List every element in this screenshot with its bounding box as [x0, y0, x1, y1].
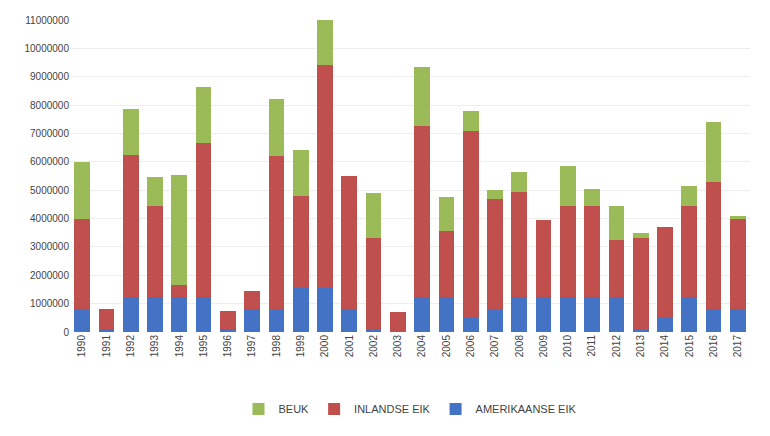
- svg-text:2000: 2000: [319, 335, 330, 358]
- svg-text:1993: 1993: [149, 335, 160, 358]
- svg-text:3000000: 3000000: [30, 241, 69, 252]
- svg-text:2006: 2006: [465, 335, 476, 358]
- svg-text:2007: 2007: [489, 335, 500, 358]
- svg-text:2003: 2003: [392, 335, 403, 358]
- svg-text:9000000: 9000000: [30, 71, 69, 82]
- svg-text:2008: 2008: [514, 335, 525, 358]
- svg-text:1990: 1990: [76, 335, 87, 358]
- svg-text:5000000: 5000000: [30, 185, 69, 196]
- svg-text:2013: 2013: [635, 335, 646, 358]
- svg-text:2002: 2002: [368, 335, 379, 358]
- svg-text:2017: 2017: [732, 335, 743, 358]
- svg-text:2010: 2010: [562, 335, 573, 358]
- svg-text:6000000: 6000000: [30, 156, 69, 167]
- svg-text:1991: 1991: [101, 335, 112, 358]
- svg-text:2015: 2015: [684, 335, 695, 358]
- svg-text:1995: 1995: [198, 335, 209, 358]
- svg-text:2001: 2001: [344, 335, 355, 358]
- svg-text:2011: 2011: [586, 335, 597, 357]
- svg-text:2012: 2012: [611, 335, 622, 358]
- svg-text:AMERIKAANSE EIK: AMERIKAANSE EIK: [476, 403, 577, 415]
- svg-text:1996: 1996: [222, 335, 233, 358]
- svg-text:11000000: 11000000: [25, 15, 69, 26]
- svg-text:2005: 2005: [441, 335, 452, 358]
- svg-text:1994: 1994: [174, 335, 185, 358]
- svg-text:2016: 2016: [708, 335, 719, 358]
- svg-text:1000000: 1000000: [30, 298, 69, 309]
- svg-text:0: 0: [63, 327, 69, 338]
- svg-text:10000000: 10000000: [25, 43, 70, 54]
- svg-text:BEUK: BEUK: [279, 403, 310, 415]
- svg-text:8000000: 8000000: [30, 100, 69, 111]
- svg-text:2000000: 2000000: [30, 270, 69, 281]
- svg-text:1997: 1997: [246, 335, 257, 358]
- svg-text:1999: 1999: [295, 335, 306, 358]
- svg-text:1992: 1992: [125, 335, 136, 358]
- svg-text:INLANDSE EIK: INLANDSE EIK: [354, 403, 430, 415]
- svg-text:1998: 1998: [271, 335, 282, 358]
- svg-text:2009: 2009: [538, 335, 549, 358]
- svg-text:4000000: 4000000: [30, 213, 69, 224]
- svg-text:7000000: 7000000: [30, 128, 69, 139]
- svg-text:2014: 2014: [659, 335, 670, 358]
- svg-text:2004: 2004: [416, 335, 427, 358]
